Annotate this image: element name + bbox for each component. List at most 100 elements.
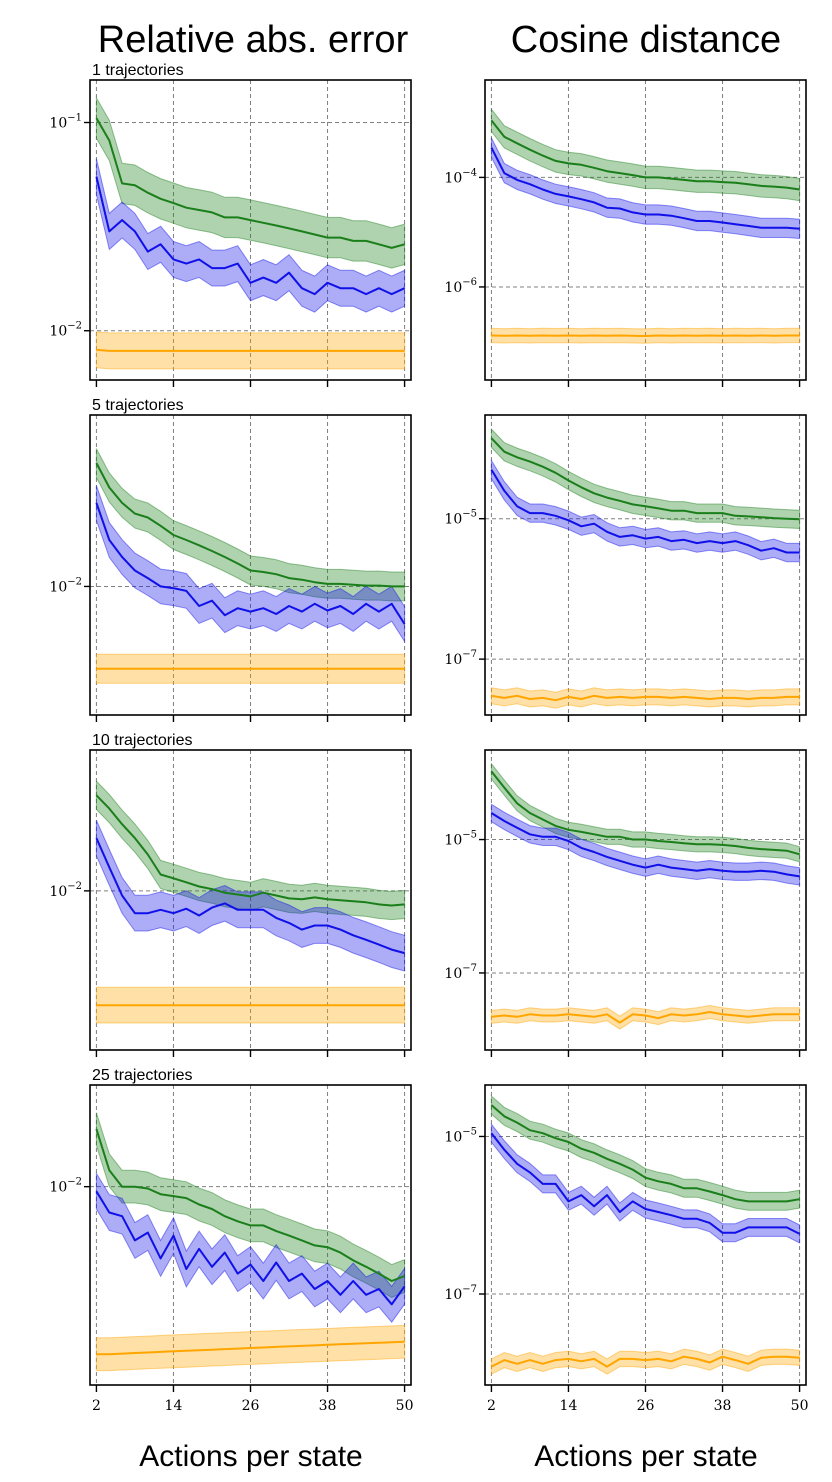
panel-title: 25 trajectories <box>92 1067 193 1084</box>
x-tick-label: 26 <box>637 1398 655 1414</box>
band-green <box>95 779 406 921</box>
y-tick-base: 10 <box>444 512 462 528</box>
y-tick-label: 10−2 <box>49 1177 82 1196</box>
y-tick-label: 10−6 <box>444 277 477 296</box>
series-line-orange <box>490 1355 800 1368</box>
col-title-cosine-distance: Cosine distance <box>511 19 781 61</box>
band-blue <box>490 458 801 563</box>
y-tick-base: 10 <box>49 116 67 132</box>
y-tick-base: 10 <box>444 170 462 186</box>
y-tick-base: 10 <box>444 1129 462 1145</box>
y-tick-base: 10 <box>49 579 67 595</box>
series-line-blue <box>95 176 406 296</box>
band-blue <box>95 1171 406 1324</box>
x-tick-label: 38 <box>714 1398 732 1414</box>
series-line-blue <box>95 1190 406 1306</box>
series-line-green <box>490 1104 800 1203</box>
y-tick-label: 10−4 <box>444 167 477 186</box>
series-line-blue <box>95 837 405 955</box>
y-tick-label: 10−2 <box>49 881 82 900</box>
y-tick-base: 10 <box>49 884 67 900</box>
y-tick-exponent: −1 <box>67 113 82 124</box>
series-line-green <box>95 117 405 249</box>
xlabel-left: Actions per state <box>139 1440 362 1473</box>
series-line-orange <box>491 694 800 702</box>
y-tick-label: 10−7 <box>444 1284 477 1303</box>
y-tick-exponent: −5 <box>462 509 477 520</box>
series-line-blue <box>490 469 800 554</box>
y-tick-exponent: −7 <box>462 963 477 974</box>
y-tick-base: 10 <box>444 966 462 982</box>
panel-3-0: 25 trajectories 2 14 26 38 50 10−2 <box>49 1067 413 1414</box>
series-line-green <box>95 1128 405 1282</box>
panel-0-1: 10−410−6 <box>444 79 807 387</box>
series-line-green <box>490 437 800 521</box>
panel-title: 10 trajectories <box>92 732 193 749</box>
band-orange <box>490 1348 801 1376</box>
panel-2-1: 10−510−7 <box>444 749 807 1057</box>
band-green <box>95 96 406 269</box>
x-tick-label: 50 <box>791 1398 809 1414</box>
panel-title: 1 trajectories <box>92 62 184 79</box>
series-line-blue <box>490 1132 801 1235</box>
series-line-green <box>95 794 405 907</box>
series-line-blue <box>490 147 800 230</box>
band-blue <box>95 158 406 313</box>
band-green <box>490 762 801 863</box>
y-tick-exponent: −2 <box>67 881 82 892</box>
band-orange <box>490 1004 801 1030</box>
band-blue <box>95 485 406 644</box>
series-line-green <box>490 770 800 856</box>
band-green <box>490 1094 801 1211</box>
y-tick-exponent: −2 <box>67 1177 82 1188</box>
y-tick-exponent: −7 <box>462 1284 477 1295</box>
x-tick-label: 2 <box>487 1398 496 1414</box>
series-line-blue <box>95 502 406 625</box>
y-tick-label: 10−7 <box>444 963 477 982</box>
y-tick-base: 10 <box>49 324 67 340</box>
xlabel-right: Actions per state <box>534 1440 757 1473</box>
y-tick-base: 10 <box>444 280 462 296</box>
y-tick-label: 10−5 <box>444 1126 477 1145</box>
panel-1-1: 10−510−7 <box>444 414 807 722</box>
y-tick-label: 10−7 <box>444 649 477 668</box>
y-tick-exponent: −7 <box>462 649 477 660</box>
band-green <box>95 1112 406 1298</box>
series-line-orange <box>491 334 800 337</box>
y-tick-exponent: −2 <box>67 321 82 332</box>
x-tick-label: 14 <box>560 1398 578 1414</box>
series-line-orange <box>96 348 405 352</box>
band-green <box>490 107 801 202</box>
panel-title: 5 trajectories <box>92 397 184 414</box>
series-line-green <box>95 462 405 588</box>
panel-1-0: 5 trajectories 10−2 <box>49 397 412 722</box>
y-tick-base: 10 <box>49 1180 67 1196</box>
y-tick-exponent: −4 <box>462 167 477 178</box>
y-tick-label: 10−5 <box>444 830 477 849</box>
x-tick-label: 2 <box>92 1398 101 1414</box>
series-line-blue <box>490 812 800 878</box>
y-tick-label: 10−2 <box>49 576 82 595</box>
y-tick-exponent: −2 <box>67 576 82 587</box>
y-tick-label: 10−1 <box>49 113 82 132</box>
y-tick-base: 10 <box>444 833 462 849</box>
y-tick-base: 10 <box>444 652 462 668</box>
x-tick-label: 50 <box>396 1398 414 1414</box>
y-tick-base: 10 <box>444 1287 462 1303</box>
x-tick-label: 14 <box>165 1398 183 1414</box>
y-tick-label: 10−2 <box>49 321 82 340</box>
panel-2-0: 10 trajectories 10−2 <box>49 732 412 1057</box>
band-orange <box>490 687 801 709</box>
series-line-orange <box>491 1011 800 1024</box>
y-tick-label: 10−5 <box>444 509 477 528</box>
band-blue <box>490 137 801 240</box>
y-tick-exponent: −6 <box>462 277 477 288</box>
band-blue <box>490 803 801 886</box>
y-tick-exponent: −5 <box>462 1126 477 1137</box>
y-tick-exponent: −5 <box>462 830 477 841</box>
series-line-orange <box>96 1340 405 1356</box>
